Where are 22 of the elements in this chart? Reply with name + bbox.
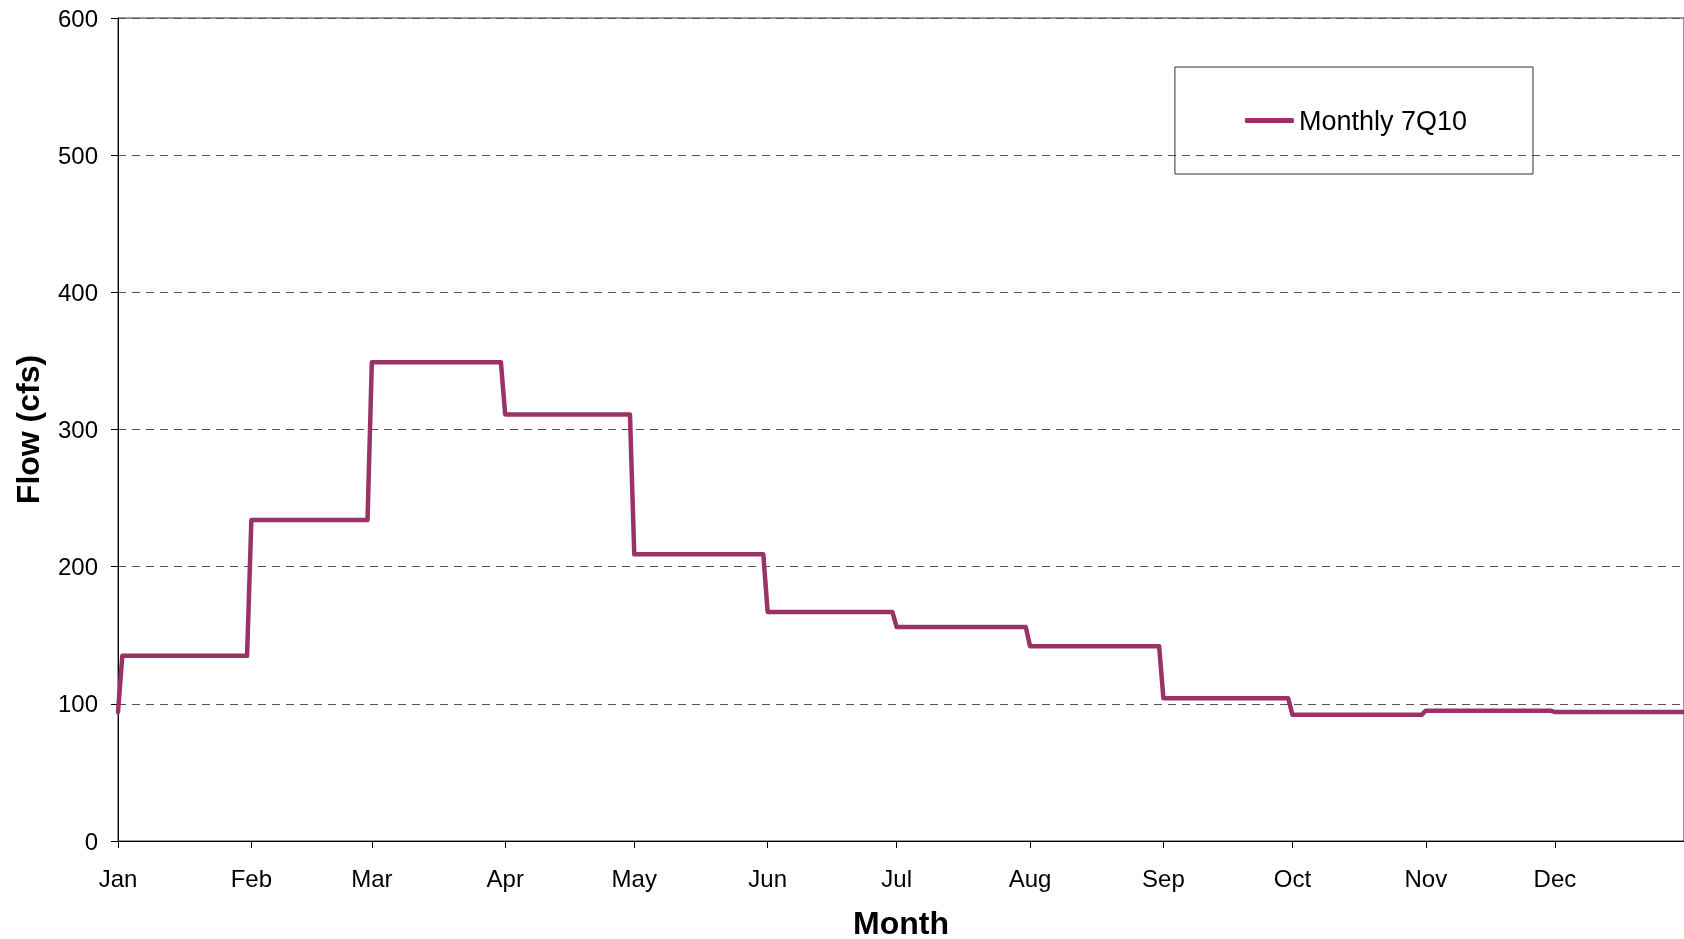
x-tick-label: Feb bbox=[230, 864, 273, 892]
x-axis-title: Month bbox=[853, 905, 949, 939]
x-tick-label: May bbox=[611, 864, 657, 892]
legend-label: Monthly 7Q10 bbox=[1298, 105, 1467, 136]
x-tick-label: Apr bbox=[486, 864, 524, 892]
x-tick-label: Jul bbox=[881, 864, 913, 892]
y-tick-label: 200 bbox=[57, 553, 98, 581]
x-tick-label: Sep bbox=[1142, 864, 1185, 892]
y-tick-label: 300 bbox=[57, 416, 98, 443]
x-tick-label: Jan bbox=[98, 864, 138, 892]
x-tick-label: Jun bbox=[748, 864, 787, 892]
y-tick-label: 0 bbox=[84, 827, 98, 855]
y-tick-label: 100 bbox=[57, 690, 98, 718]
y-tick-label: 500 bbox=[57, 141, 98, 169]
y-tick-label: 400 bbox=[57, 278, 98, 306]
x-tick-label: Nov bbox=[1404, 864, 1448, 892]
x-tick-label: Aug bbox=[1008, 864, 1052, 892]
y-tick-label: 600 bbox=[57, 4, 98, 32]
x-tick-label: Dec bbox=[1533, 864, 1577, 892]
y-axis-title: Flow (cfs) bbox=[10, 354, 46, 505]
x-tick-label: Oct bbox=[1273, 864, 1312, 892]
x-tick-label: Mar bbox=[351, 864, 393, 892]
